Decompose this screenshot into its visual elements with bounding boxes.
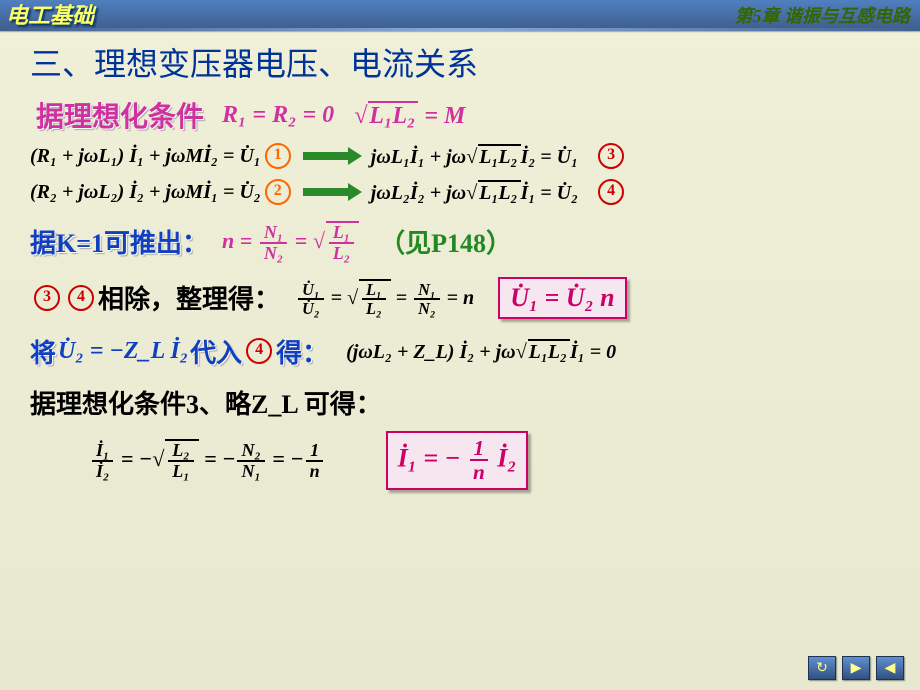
- eq2-left: (R₂ + jωL₂) İ₂ + jωMİ₁ = U̇₂: [30, 181, 261, 204]
- arrow-icon: [303, 185, 363, 199]
- divide-formula: U̇₁U̇₂ = √L₁L₂ = N₁N₂ = n: [296, 279, 474, 317]
- logo: 电工基础: [6, 0, 94, 30]
- refresh-icon: ↻: [816, 660, 828, 677]
- k1-line: 据K=1可推出： n = N₁N₂ = √L₁L₂ （见P148）: [30, 221, 890, 263]
- cond3-line: 据理想化条件3、略Z_L 可得：: [30, 384, 890, 421]
- k1-formula: n = N₁N₂ = √L₁L₂: [222, 221, 359, 263]
- subst-pre: 将: [30, 333, 56, 370]
- nav-prev-button[interactable]: ◀: [876, 656, 904, 680]
- arrow-icon: [303, 149, 363, 163]
- mark-1: 1: [265, 143, 291, 169]
- eq2-right: jωL₂İ₂ + jω√L₁L₂İ₁ = U̇₂: [371, 180, 578, 205]
- mark-4b: 4: [68, 285, 94, 311]
- result-box-2: İ₁ = − 1n İ₂: [386, 431, 529, 490]
- subst-tail: 得：: [276, 333, 328, 370]
- mark-2: 2: [265, 179, 291, 205]
- final-formula: İ₁İ₂ = −√L₂L₁ = −N₂N₁ = −1n: [90, 439, 326, 481]
- mark-3b: 3: [34, 285, 60, 311]
- subst-post: 代入: [190, 333, 242, 370]
- nav-buttons: ↻ ▶ ◀: [808, 656, 904, 680]
- top-bar: 电工基础 第5章 谐振与互感电路: [0, 0, 920, 28]
- mark-3: 3: [598, 143, 624, 169]
- eq1-right: jωL₁İ₁ + jω√L₁L₂İ₂ = U̇₁: [371, 144, 578, 169]
- cond-eq1: R₁ = R₂ = 0: [222, 102, 334, 129]
- play-icon: ▶: [851, 660, 862, 677]
- eq-row-2: (R₂ + jωL₂) İ₂ + jωMİ₁ = U̇₂ 2 jωL₂İ₂ + …: [30, 179, 890, 205]
- eq1-left: (R₁ + jωL₁) İ₁ + jωMİ₂ = U̇₁: [30, 145, 261, 168]
- back-icon: ◀: [885, 660, 896, 677]
- slide-content: 三、理想变压器电压、电流关系 据理想化条件 R₁ = R₂ = 0 √L₁L₂ …: [0, 31, 920, 490]
- cond-eq2: √L₁L₂ = M: [354, 101, 465, 130]
- divide-text: 相除，整理得：: [98, 279, 280, 316]
- chapter-label: 第5章 谐振与互感电路: [735, 2, 911, 28]
- section-title: 三、理想变压器电压、电流关系: [30, 39, 890, 85]
- final-line: İ₁İ₂ = −√L₂L₁ = −N₂N₁ = −1n İ₁ = − 1n İ₂: [90, 431, 890, 490]
- subst-result: (jωL₂ + Z_L) İ₂ + jω√L₁L₂İ₁ = 0: [346, 339, 616, 364]
- subst-expr: U̇₂ = −Z_L İ₂: [58, 338, 188, 365]
- nav-next-button[interactable]: ▶: [842, 656, 870, 680]
- result-box-1: U̇₁ = U̇₂ n: [498, 277, 626, 319]
- eq-row-1: (R₁ + jωL₁) İ₁ + jωMİ₂ = U̇₁ 1 jωL₁İ₁ + …: [30, 143, 890, 169]
- mark-4: 4: [598, 179, 624, 205]
- nav-refresh-button[interactable]: ↻: [808, 656, 836, 680]
- subst-line: 将 U̇₂ = −Z_L İ₂ 代入 4 得： (jωL₂ + Z_L) İ₂ …: [30, 333, 890, 370]
- k1-label: 据K=1可推出：: [30, 223, 208, 260]
- k1-note: （见P148）: [379, 223, 512, 260]
- cond-label: 据理想化条件: [36, 95, 204, 135]
- divide-line: 3 4 相除，整理得： U̇₁U̇₂ = √L₁L₂ = N₁N₂ = n U̇…: [30, 277, 890, 319]
- cond3-text: 据理想化条件3、略Z_L 可得：: [30, 384, 382, 421]
- mark-4c: 4: [246, 338, 272, 364]
- condition-line: 据理想化条件 R₁ = R₂ = 0 √L₁L₂ = M: [30, 95, 890, 135]
